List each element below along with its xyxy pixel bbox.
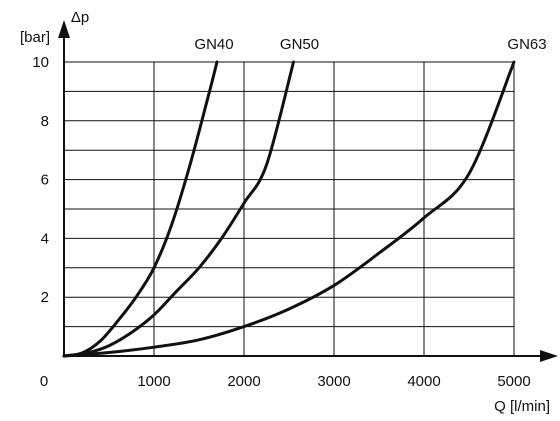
x-tick-label: 5000 bbox=[497, 373, 530, 390]
series bbox=[62, 60, 516, 358]
axes bbox=[58, 20, 558, 362]
series-label-gn50: GN50 bbox=[280, 36, 319, 53]
y-axis-symbol: Δp bbox=[71, 9, 89, 26]
x-tick-label: 1000 bbox=[137, 373, 170, 390]
series-label-gn63: GN63 bbox=[507, 36, 546, 53]
y-axis-arrow bbox=[58, 20, 70, 38]
series-label-gn40: GN40 bbox=[194, 36, 233, 53]
y-tick-label: 8 bbox=[41, 113, 49, 130]
x-axis-label: Q [l/min] bbox=[494, 398, 550, 415]
series-line-gn50 bbox=[62, 60, 295, 358]
x-tick-label: 4000 bbox=[407, 373, 440, 390]
series-line-gn40 bbox=[62, 60, 219, 358]
x-tick-label: 0 bbox=[40, 373, 48, 390]
x-tick-label: 3000 bbox=[317, 373, 350, 390]
y-axis-unit: [bar] bbox=[20, 29, 50, 46]
x-axis-arrow bbox=[540, 350, 558, 362]
grid bbox=[64, 61, 515, 356]
y-tick-label: 10 bbox=[32, 54, 49, 71]
y-tick-label: 4 bbox=[41, 230, 49, 247]
tick-labels: 0 1000 2000 3000 4000 5000 2 4 6 8 10 bbox=[32, 54, 530, 390]
x-tick-label: 2000 bbox=[227, 373, 260, 390]
series-line-gn63 bbox=[62, 60, 516, 358]
series-labels: GN40 GN50 GN63 bbox=[194, 36, 546, 53]
y-tick-label: 2 bbox=[41, 289, 49, 306]
y-tick-label: 6 bbox=[41, 172, 49, 189]
